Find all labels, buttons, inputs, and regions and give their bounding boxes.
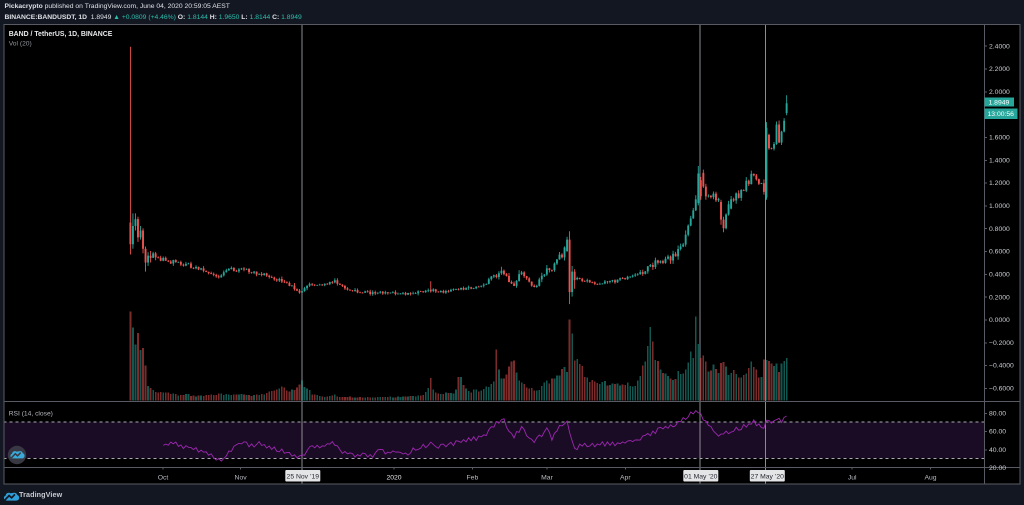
svg-text:20.00: 20.00 — [989, 465, 1006, 472]
svg-text:2.0000: 2.0000 — [989, 89, 1010, 96]
svg-text:Jul: Jul — [848, 475, 857, 482]
svg-text:Feb: Feb — [467, 475, 479, 482]
svg-text:Mar: Mar — [541, 475, 553, 482]
svg-text:60.00: 60.00 — [989, 429, 1006, 436]
svg-text:Apr: Apr — [620, 475, 631, 482]
svg-text:1.8949: 1.8949 — [989, 99, 1010, 106]
svg-text:Oct: Oct — [158, 475, 169, 482]
svg-text:80.00: 80.00 — [989, 410, 1006, 417]
svg-text:Vol (20): Vol (20) — [9, 40, 32, 47]
svg-text:2020: 2020 — [386, 475, 401, 482]
svg-text:RSI (14, close): RSI (14, close) — [9, 410, 53, 417]
svg-text:1.0000: 1.0000 — [989, 203, 1010, 210]
svg-text:1.6000: 1.6000 — [989, 135, 1010, 142]
svg-text:BAND / TetherUS, 1D, BINANCE: BAND / TetherUS, 1D, BINANCE — [9, 31, 113, 38]
svg-text:25 Nov ’19: 25 Nov ’19 — [287, 473, 320, 480]
svg-text:0.8000: 0.8000 — [989, 226, 1010, 233]
svg-text:01 May ’20: 01 May ’20 — [684, 473, 717, 480]
svg-text:0.2000: 0.2000 — [989, 294, 1010, 301]
svg-text:−0.2000: −0.2000 — [989, 340, 1014, 347]
svg-text:13:00:56: 13:00:56 — [988, 111, 1015, 118]
svg-text:Aug: Aug — [924, 475, 936, 482]
svg-text:2.2000: 2.2000 — [989, 66, 1010, 73]
svg-text:−0.4000: −0.4000 — [989, 363, 1014, 370]
svg-text:Nov: Nov — [235, 475, 248, 482]
svg-text:0.6000: 0.6000 — [989, 249, 1010, 256]
svg-text:0.4000: 0.4000 — [989, 272, 1010, 279]
svg-text:1.4000: 1.4000 — [989, 157, 1010, 164]
svg-text:27 May ’20: 27 May ’20 — [751, 473, 784, 480]
svg-text:0.0000: 0.0000 — [989, 317, 1010, 324]
svg-text:1.2000: 1.2000 — [989, 180, 1010, 187]
svg-text:2.4000: 2.4000 — [989, 43, 1010, 50]
svg-text:40.00: 40.00 — [989, 447, 1006, 454]
svg-text:−0.6000: −0.6000 — [989, 386, 1014, 393]
